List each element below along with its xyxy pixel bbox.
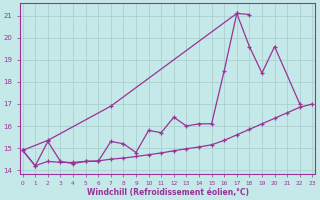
X-axis label: Windchill (Refroidissement éolien,°C): Windchill (Refroidissement éolien,°C) [86,188,249,197]
